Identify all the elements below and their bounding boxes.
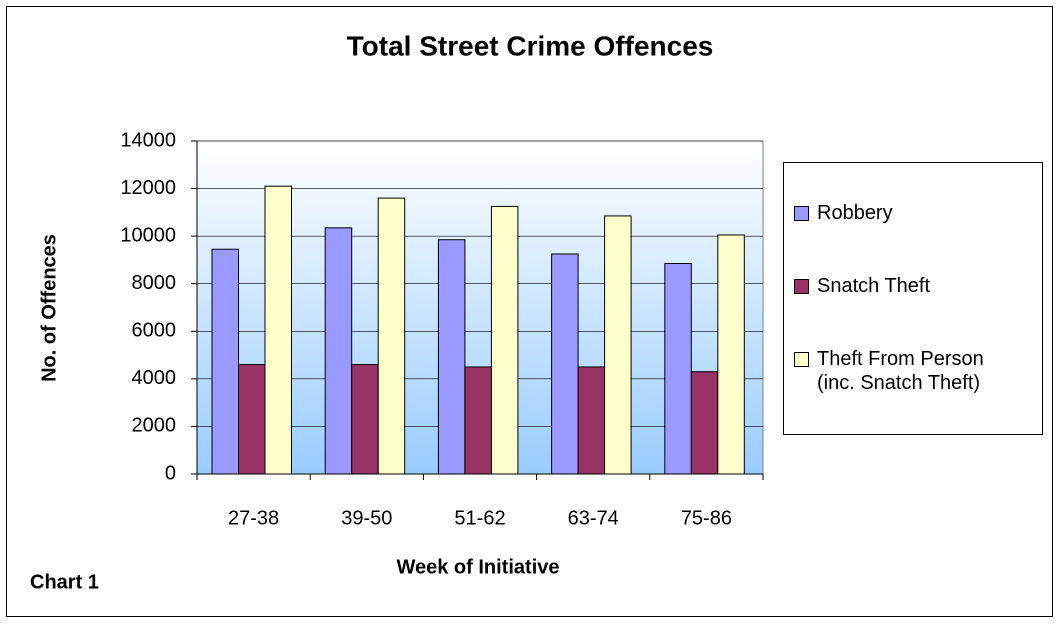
bar <box>324 227 353 475</box>
bar <box>717 234 745 475</box>
legend-item: Robbery <box>794 201 893 225</box>
x-axis-label: Week of Initiative <box>396 556 559 578</box>
bar <box>377 197 406 475</box>
bar <box>551 253 579 475</box>
x-tick-label: 27-38 <box>228 507 279 529</box>
annotation: Chart 1 <box>30 571 99 593</box>
bar <box>464 366 492 475</box>
legend-swatch <box>794 279 809 294</box>
bar <box>264 185 292 475</box>
x-tick-label: 63-74 <box>568 507 619 529</box>
legend: Robbery Snatch Theft Theft From Person (in… <box>783 162 1043 435</box>
chart-title: Total Street Crime Offences <box>347 30 714 61</box>
legend-label: Snatch Theft <box>817 275 931 297</box>
legend-label: Theft From Person (inc. Snatch Theft) <box>817 348 984 394</box>
y-tick-label: 12000 <box>120 177 176 199</box>
bar <box>664 262 692 475</box>
y-tick-label: 4000 <box>132 367 177 389</box>
y-tick-label: 0 <box>165 462 176 484</box>
y-tick-label: 10000 <box>120 224 176 246</box>
y-tick-label: 2000 <box>132 415 177 437</box>
bar <box>490 205 519 475</box>
y-tick-label: 8000 <box>132 272 177 294</box>
legend-item: Snatch Theft <box>794 274 930 298</box>
legend-item: Theft From Person (inc. Snatch Theft) <box>794 347 984 395</box>
legend-label: Robbery <box>817 202 893 224</box>
bar <box>351 364 379 475</box>
y-axis-label: No. of Offences <box>38 234 60 382</box>
bar <box>690 371 719 475</box>
bar <box>238 364 266 475</box>
x-tick-label: 51-62 <box>454 507 505 529</box>
y-tick-label: 14000 <box>120 129 176 151</box>
bar <box>577 366 606 475</box>
bar <box>437 239 466 475</box>
x-tick-label: 39-50 <box>341 507 392 529</box>
bar <box>211 248 239 475</box>
x-tick-label: 75-86 <box>681 507 732 529</box>
bar <box>604 215 632 475</box>
legend-swatch <box>794 352 809 367</box>
legend-swatch <box>794 206 809 221</box>
y-tick-label: 6000 <box>132 320 177 342</box>
